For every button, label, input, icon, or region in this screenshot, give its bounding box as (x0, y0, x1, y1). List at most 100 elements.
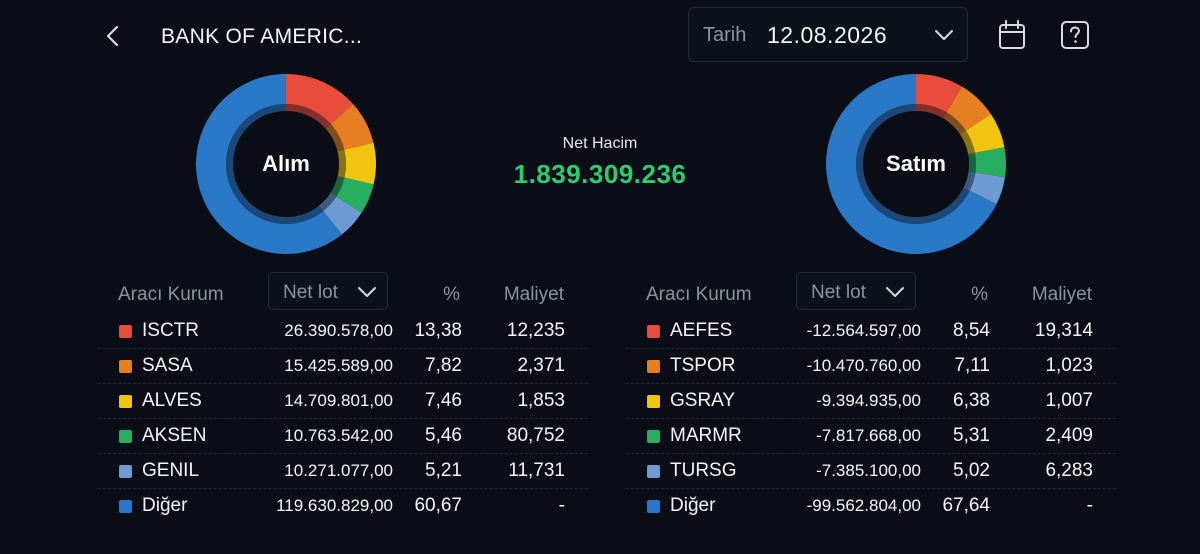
lot-type-select[interactable]: Net lot (796, 272, 916, 310)
donut-inner-ring-sasa (325, 123, 345, 152)
percent-value: 67,64 (942, 495, 990, 516)
percent-column-header: % (971, 284, 988, 305)
donut-slice-tspor (946, 86, 991, 131)
page-title: BANK OF AMERIC... (161, 25, 363, 48)
broker-name: Diğer (142, 495, 188, 516)
cost-value: 2,371 (517, 355, 565, 376)
percent-value: 7,11 (954, 355, 990, 376)
net-volume-label: Net Hacim (562, 135, 638, 152)
back-button[interactable] (98, 20, 126, 52)
broker-column-header: Aracı Kurum (118, 284, 224, 305)
color-swatch (647, 465, 660, 478)
table-row[interactable]: AKSEN 10.763.542,00 5,46 80,752 (98, 419, 588, 454)
chevron-down-icon (358, 287, 376, 297)
table-row[interactable]: TURSG -7.385.100,00 5,02 6,283 (626, 454, 1116, 489)
table-row[interactable]: TSPOR -10.470.760,00 7,11 1,023 (626, 349, 1116, 384)
cost-value: 6,283 (1045, 460, 1093, 481)
buy-donut-chart: Alım (196, 74, 376, 254)
donut-slice-aksen (336, 177, 374, 213)
buy-table: Aracı Kurum Net lot % Maliyet ISCTR 26.39… (98, 272, 588, 524)
date-label: Tarih (703, 24, 747, 46)
donut-inner-ring-genil (318, 192, 337, 212)
sell-chart-label: Satım (886, 151, 946, 176)
percent-value: 7,46 (425, 390, 462, 411)
net-lot-value: 10.271.077,00 (284, 461, 393, 480)
percent-value: 6,38 (953, 390, 990, 411)
color-swatch (647, 360, 660, 373)
net-lot-value: -9.394.935,00 (816, 391, 921, 410)
broker-name: AEFES (670, 320, 733, 341)
table-row[interactable]: AEFES -12.564.597,00 8,54 19,314 (626, 314, 1116, 349)
chevron-left-icon (106, 25, 119, 47)
percent-value: 5,46 (425, 425, 462, 446)
help-button[interactable] (1059, 18, 1091, 52)
cost-value: 12,235 (506, 320, 565, 341)
donut-inner-ring-marmr (968, 152, 976, 173)
table-row[interactable]: GSRAY -9.394.935,00 6,38 1,007 (626, 384, 1116, 419)
net-lot-value: 10.763.542,00 (284, 426, 393, 445)
donut-hole (233, 111, 339, 217)
donut-inner-ring-gsray (960, 130, 975, 155)
donut-slice-tursg (969, 172, 1006, 205)
donut-slice-gsray (965, 114, 1005, 153)
percent-value: 5,21 (425, 460, 462, 481)
net-lot-value: -10.470.760,00 (806, 356, 921, 375)
cost-column-header: Maliyet (1031, 284, 1092, 305)
donut-slice-aefes (916, 74, 963, 113)
table-row[interactable]: MARMR -7.817.668,00 5,31 2,409 (626, 419, 1116, 454)
calendar-button[interactable] (996, 18, 1028, 52)
buy-rows: ISCTR 26.390.578,00 13,38 12,235 SASA 15.425.… (98, 314, 588, 524)
broker-name: Diğer (670, 495, 716, 516)
donut-inner-ring-aefes (916, 104, 947, 119)
broker-name: TURSG (670, 460, 737, 481)
net-volume: Net Hacim 1.839.309.236 (460, 135, 740, 190)
percent-value: 5,02 (953, 460, 990, 481)
broker-name: ISCTR (142, 320, 199, 341)
table-row[interactable]: Diğer 119.630.829,00 60,67 - (98, 489, 588, 524)
lot-type-select[interactable]: Net lot (268, 272, 388, 310)
question-icon (1061, 21, 1089, 49)
net-lot-value: 15.425.589,00 (284, 356, 393, 375)
sell-donut-svg (826, 74, 1006, 254)
color-swatch (119, 360, 132, 373)
chevron-down-icon (935, 30, 953, 40)
cost-value: 11,731 (508, 460, 565, 481)
table-row[interactable]: GENIL 10.271.077,00 5,21 11,731 (98, 454, 588, 489)
donut-slice-diğer (826, 74, 997, 254)
color-swatch (647, 430, 660, 443)
percent-column-header: % (443, 284, 460, 305)
net-lot-value: -12.564.597,00 (806, 321, 921, 340)
percent-value: 8,54 (953, 320, 990, 341)
color-swatch (647, 395, 660, 408)
date-value: 12.08.2026 (767, 22, 888, 48)
table-row[interactable]: ALVES 14.709.801,00 7,46 1,853 (98, 384, 588, 419)
table-row[interactable]: ISCTR 26.390.578,00 13,38 12,235 (98, 314, 588, 349)
sell-donut-chart: Satım (826, 74, 1006, 254)
color-swatch (119, 325, 132, 338)
table-row[interactable]: Diğer -99.562.804,00 67,64 - (626, 489, 1116, 524)
broker-column-header: Aracı Kurum (646, 284, 752, 305)
net-volume-value: 1.839.309.236 (513, 159, 687, 189)
sell-rows: AEFES -12.564.597,00 8,54 19,314 TSPOR -10.47… (626, 314, 1116, 524)
broker-name: GENIL (142, 460, 200, 481)
sell-table-header: Aracı Kurum Net lot % Maliyet (626, 272, 1116, 314)
broker-name: GSRAY (670, 390, 736, 411)
net-lot-value: 14.709.801,00 (284, 391, 393, 410)
table-row[interactable]: SASA 15.425.589,00 7,82 2,371 (98, 349, 588, 384)
net-lot-value: 26.390.578,00 (284, 321, 393, 340)
percent-value: 13,38 (414, 320, 462, 341)
cost-value: - (1086, 495, 1093, 516)
date-picker[interactable]: Tarih 12.08.2026 (688, 7, 968, 62)
percent-value: 7,82 (425, 355, 462, 376)
color-swatch (119, 465, 132, 478)
sell-table: Aracı Kurum Net lot % Maliyet AEFES -12.5… (626, 272, 1116, 524)
color-swatch (119, 395, 132, 408)
color-swatch (119, 430, 132, 443)
buy-table-header: Aracı Kurum Net lot % Maliyet (98, 272, 588, 314)
cost-value: 2,409 (1045, 425, 1093, 446)
broker-name: MARMR (670, 425, 742, 446)
donut-slice-marmr (974, 147, 1006, 178)
cost-value: 19,314 (1034, 320, 1093, 341)
cost-value: 1,023 (1045, 355, 1093, 376)
donut-slice-genil (323, 196, 362, 235)
